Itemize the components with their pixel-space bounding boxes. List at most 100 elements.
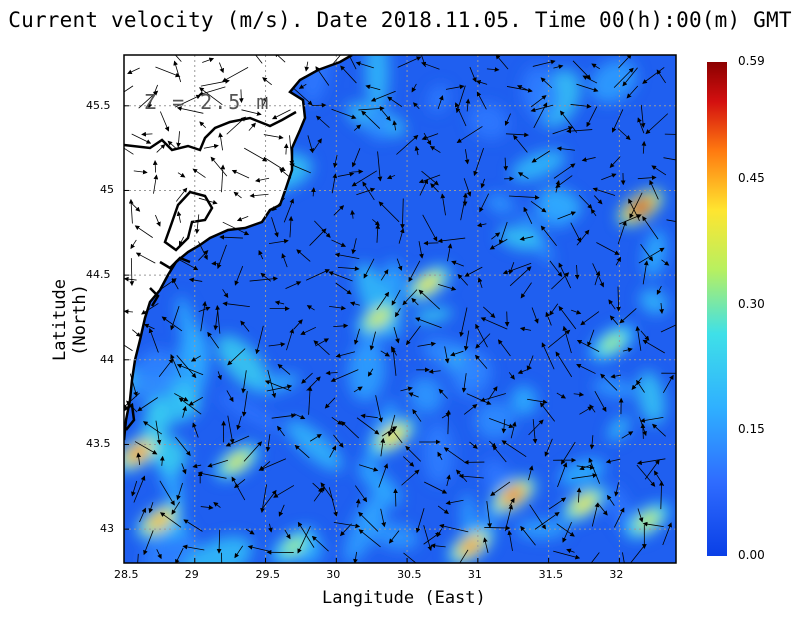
- velocity-arrow: [192, 422, 199, 438]
- velocity-arrow: [298, 83, 307, 89]
- velocity-arrow: [297, 525, 311, 554]
- velocity-arrow: [461, 373, 467, 393]
- velocity-arrow: [504, 113, 511, 126]
- velocity-arrow: [174, 393, 189, 402]
- velocity-arrow: [579, 464, 593, 471]
- speed-hotspot: [630, 199, 651, 216]
- velocity-arrow: [248, 122, 256, 131]
- velocity-arrow: [378, 463, 389, 488]
- velocity-arrow: [548, 497, 567, 510]
- velocity-arrow: [265, 434, 271, 452]
- velocity-arrow: [556, 392, 567, 399]
- velocity-arrow: [198, 197, 218, 205]
- velocity-arrow: [293, 413, 306, 420]
- x-tick-label: 31: [467, 568, 482, 581]
- velocity-arrow: [217, 371, 222, 381]
- velocity-arrow: [307, 386, 313, 415]
- velocity-arrow: [311, 535, 329, 552]
- velocity-arrow: [156, 144, 166, 153]
- velocity-arrow: [430, 183, 439, 193]
- velocity-arrow: [176, 106, 204, 114]
- velocity-arrow: [492, 445, 507, 463]
- y-tick-label: 43.5: [86, 437, 111, 451]
- y-tick-label: 45.5: [86, 98, 111, 112]
- velocity-arrow: [285, 281, 302, 290]
- velocity-arrow: [558, 305, 577, 330]
- velocity-arrow: [530, 95, 547, 108]
- velocity-arrow: [412, 409, 422, 422]
- velocity-arrow: [390, 427, 403, 444]
- velocity-arrow: [589, 404, 596, 413]
- velocity-arrow: [176, 363, 204, 376]
- y-tick-label: 43: [100, 522, 114, 536]
- velocity-arrow: [358, 106, 385, 111]
- velocity-arrow: [608, 299, 616, 310]
- velocity-arrow: [309, 228, 327, 246]
- velocity-arrow: [194, 214, 200, 235]
- velocity-arrow: [622, 67, 638, 87]
- velocity-arrow: [304, 61, 310, 72]
- velocity-arrow: [173, 60, 182, 83]
- speed-patch: [216, 335, 269, 391]
- velocity-arrow: [213, 501, 221, 508]
- velocity-arrow: [510, 421, 517, 439]
- velocity-arrow: [177, 172, 186, 178]
- velocity-arrow: [421, 61, 440, 70]
- velocity-arrow: [642, 339, 665, 354]
- velocity-arrow: [134, 441, 158, 455]
- velocity-arrow: [279, 168, 292, 179]
- velocity-arrow: [268, 342, 286, 347]
- velocity-arrow: [350, 209, 355, 219]
- velocity-arrow: [174, 55, 182, 62]
- speed-patch: [374, 523, 419, 550]
- velocity-arrow: [609, 315, 619, 325]
- velocity-arrow: [497, 339, 511, 357]
- velocity-arrow: [576, 364, 596, 374]
- velocity-arrow: [601, 173, 617, 181]
- velocity-arrow: [178, 397, 202, 415]
- velocity-arrow: [183, 519, 203, 532]
- velocity-arrow: [656, 69, 666, 84]
- velocity-arrow: [445, 84, 465, 90]
- velocity-arrow: [519, 236, 534, 241]
- velocity-arrow: [134, 225, 153, 238]
- velocity-arrow: [483, 537, 489, 553]
- speed-field: [124, 55, 676, 563]
- velocity-arrow: [640, 104, 646, 129]
- velocity-arrow: [355, 485, 368, 503]
- velocity-arrow: [502, 262, 532, 275]
- velocity-arrow: [355, 498, 361, 508]
- velocity-arrow: [520, 525, 536, 546]
- velocity-arrow: [475, 80, 488, 85]
- velocity-arrow: [315, 115, 330, 128]
- velocity-arrow: [333, 521, 361, 529]
- speed-patch: [343, 485, 391, 563]
- velocity-arrow: [159, 455, 165, 466]
- velocity-arrow: [592, 187, 616, 196]
- velocity-arrow: [391, 347, 397, 376]
- velocity-arrow: [591, 502, 600, 527]
- velocity-arrow: [570, 103, 592, 109]
- velocity-arrow: [617, 220, 627, 245]
- velocity-arrow: [451, 260, 464, 267]
- velocity-arrow: [268, 238, 289, 245]
- velocity-arrow: [501, 419, 507, 434]
- velocity-arrow: [137, 397, 158, 412]
- velocity-arrow: [370, 90, 396, 102]
- velocity-arrow: [573, 392, 585, 397]
- velocity-arrow: [570, 222, 582, 243]
- velocity-arrow: [552, 126, 574, 135]
- velocity-arrow: [547, 329, 571, 348]
- velocity-arrow: [532, 59, 556, 67]
- velocity-arrow: [133, 169, 148, 175]
- velocity-arrow: [576, 229, 590, 246]
- velocity-arrow: [549, 260, 563, 277]
- velocity-arrow: [508, 372, 515, 380]
- velocity-arrow: [582, 75, 598, 84]
- velocity-arrow: [175, 547, 184, 563]
- velocity-arrow: [391, 289, 401, 306]
- velocity-arrow: [530, 201, 547, 213]
- velocity-arrow: [659, 480, 664, 510]
- velocity-arrow: [436, 528, 443, 538]
